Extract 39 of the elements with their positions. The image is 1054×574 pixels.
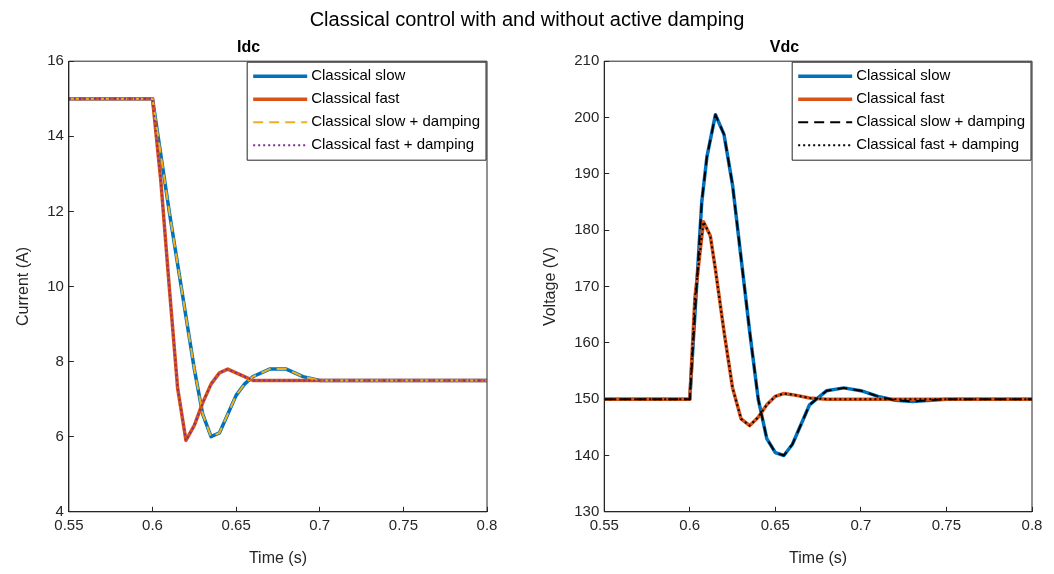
y-tick-label: 160	[574, 332, 600, 350]
y-axis-title: Current (A)	[14, 246, 32, 327]
legend-label: Classical slow	[311, 66, 406, 84]
legend-label: Classical fast + damping	[856, 135, 1020, 153]
x-tick-label: 0.6	[142, 515, 163, 533]
x-tick-label: 0.8	[476, 515, 498, 533]
y-tick-label: 12	[47, 201, 64, 219]
y-tick-label: 170	[574, 276, 600, 294]
x-tick-label: 0.65	[760, 515, 790, 533]
chart-title: Vdc	[769, 38, 800, 56]
x-axis-title: Time (s)	[789, 548, 848, 566]
x-tick-label: 0.8	[1021, 515, 1043, 533]
y-tick-label: 200	[574, 107, 600, 125]
y-tick-label: 8	[55, 351, 64, 369]
legend-label: Classical slow + damping	[311, 112, 480, 130]
x-tick-label: 0.75	[388, 515, 418, 533]
y-axis-title: Voltage (V)	[541, 246, 559, 327]
y-tick-label: 190	[574, 163, 600, 181]
legend-label: Classical fast	[856, 89, 946, 107]
x-tick-label: 0.75	[931, 515, 962, 533]
x-tick-label: 0.6	[679, 515, 701, 533]
y-tick-label: 140	[574, 445, 600, 463]
y-tick-label: 180	[574, 220, 600, 238]
y-tick-label: 210	[574, 51, 600, 69]
y-tick-label: 6	[55, 426, 64, 444]
legend-label: Classical slow + damping	[856, 112, 1025, 130]
x-axis-title: Time (s)	[248, 548, 307, 566]
x-tick-label: 0.65	[221, 515, 251, 533]
text: Classical control with and without active damping	[308, 7, 746, 32]
x-tick-label: 0.7	[850, 515, 872, 533]
legend-label: Classical slow	[856, 66, 951, 84]
legend-label: Classical fast + damping	[311, 135, 475, 153]
x-tick-label: 0.7	[309, 515, 331, 533]
legend-label: Classical fast	[311, 89, 401, 107]
chart-title: Idc	[236, 38, 261, 56]
y-tick-label: 150	[574, 389, 600, 407]
y-tick-label: 10	[47, 276, 64, 294]
y-tick-label: 14	[47, 126, 64, 144]
y-tick-label: 16	[47, 51, 64, 69]
